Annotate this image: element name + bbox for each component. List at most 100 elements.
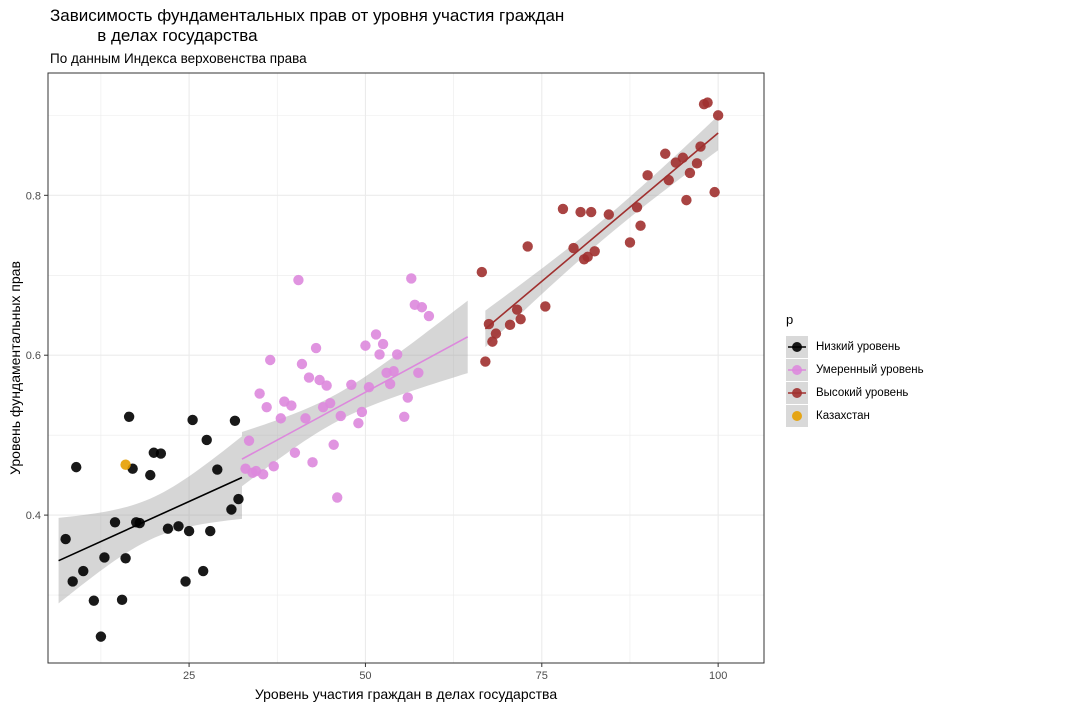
legend-label: Умеренный уровень xyxy=(816,363,924,376)
data-point xyxy=(702,97,713,108)
data-point xyxy=(483,318,495,330)
data-point xyxy=(286,400,297,411)
confidence-band xyxy=(241,300,468,487)
data-point xyxy=(402,392,413,403)
data-point xyxy=(712,110,724,121)
data-point xyxy=(116,594,128,606)
x-tick-label: 75 xyxy=(536,670,548,682)
data-point xyxy=(384,378,396,390)
data-point xyxy=(324,397,336,409)
legend-key xyxy=(786,358,808,381)
data-point xyxy=(261,401,272,413)
legend-label: Казахстан xyxy=(816,409,870,422)
data-point xyxy=(356,406,368,418)
data-point xyxy=(296,358,308,370)
legend-item: Низкий уровень xyxy=(786,335,900,358)
data-point xyxy=(293,274,304,286)
legend-item: Высокий уровень xyxy=(786,381,908,404)
chart-title: Зависимость фундаментальных прав от уров… xyxy=(50,6,565,45)
legend-key xyxy=(786,335,808,358)
data-point xyxy=(233,493,244,505)
trend-line xyxy=(58,476,243,562)
data-point xyxy=(374,349,385,360)
data-point xyxy=(95,631,107,642)
data-point xyxy=(265,354,276,366)
data-point xyxy=(229,415,241,426)
data-point xyxy=(360,340,371,351)
data-point xyxy=(663,174,674,186)
data-point xyxy=(180,576,191,587)
trend-line xyxy=(241,336,469,460)
legend-item: Казахстан xyxy=(786,404,870,427)
data-point xyxy=(511,304,523,315)
data-point xyxy=(480,356,491,367)
legend-label: Низкий уровень xyxy=(816,340,901,353)
data-point xyxy=(399,411,410,422)
data-point xyxy=(391,349,403,360)
legend-item: Умеренный уровень xyxy=(786,358,924,381)
data-point xyxy=(226,504,237,515)
data-point xyxy=(335,410,346,422)
data-point xyxy=(377,338,389,350)
grid-lines xyxy=(48,73,764,663)
data-point xyxy=(162,523,174,534)
data-point xyxy=(254,388,265,399)
data-point xyxy=(303,372,315,383)
data-point xyxy=(582,251,593,263)
data-point xyxy=(642,170,653,181)
data-point xyxy=(413,367,424,378)
data-point xyxy=(88,595,100,606)
legend-dot xyxy=(792,364,802,375)
data-point xyxy=(346,379,357,390)
trend-lines xyxy=(58,132,719,562)
x-tick-label: 50 xyxy=(359,670,371,682)
data-point xyxy=(691,158,703,169)
data-point xyxy=(145,469,156,481)
data-point xyxy=(321,380,332,391)
data-point xyxy=(557,203,569,215)
data-point xyxy=(540,301,551,312)
data-point xyxy=(307,457,318,468)
data-point xyxy=(328,439,339,450)
data-point xyxy=(310,342,322,354)
data-point xyxy=(289,447,301,458)
x-tick-label: 25 xyxy=(183,670,195,682)
data-point xyxy=(388,365,399,377)
data-point xyxy=(78,565,89,577)
y-tick-label: 0.8 xyxy=(26,190,41,202)
data-point xyxy=(631,202,643,213)
data-point xyxy=(416,302,428,313)
data-point xyxy=(603,209,615,220)
data-point xyxy=(353,417,364,429)
data-point xyxy=(71,461,82,473)
data-point xyxy=(635,220,646,231)
data-point xyxy=(155,448,167,459)
data-points xyxy=(60,97,724,642)
data-point xyxy=(709,186,720,198)
data-point xyxy=(197,565,209,577)
y-axis-title: Уровень фундаментальных прав xyxy=(7,261,23,475)
axis-ticks: 25 50 75 100 0.4 0.6 0.8 xyxy=(26,190,728,682)
data-point xyxy=(684,167,696,179)
legend-label: Высокий уровень xyxy=(816,386,909,399)
data-point xyxy=(568,242,579,254)
data-point xyxy=(487,336,498,347)
data-point xyxy=(268,461,279,472)
legend-dot xyxy=(792,387,802,398)
data-point xyxy=(476,266,488,278)
plot-panel-border xyxy=(47,72,765,664)
data-point xyxy=(212,464,223,475)
data-point xyxy=(109,517,121,528)
data-point xyxy=(677,152,689,163)
data-point xyxy=(423,310,435,322)
data-point xyxy=(370,329,382,340)
x-tick-label: 100 xyxy=(709,670,727,682)
data-point xyxy=(490,328,502,339)
x-axis-title: Уровень участия граждан в делах государс… xyxy=(255,686,557,702)
data-point xyxy=(624,237,636,248)
data-point xyxy=(123,411,135,422)
data-point xyxy=(257,469,269,480)
data-point xyxy=(515,314,526,325)
legend-key xyxy=(786,404,808,427)
trend-line xyxy=(484,132,719,330)
